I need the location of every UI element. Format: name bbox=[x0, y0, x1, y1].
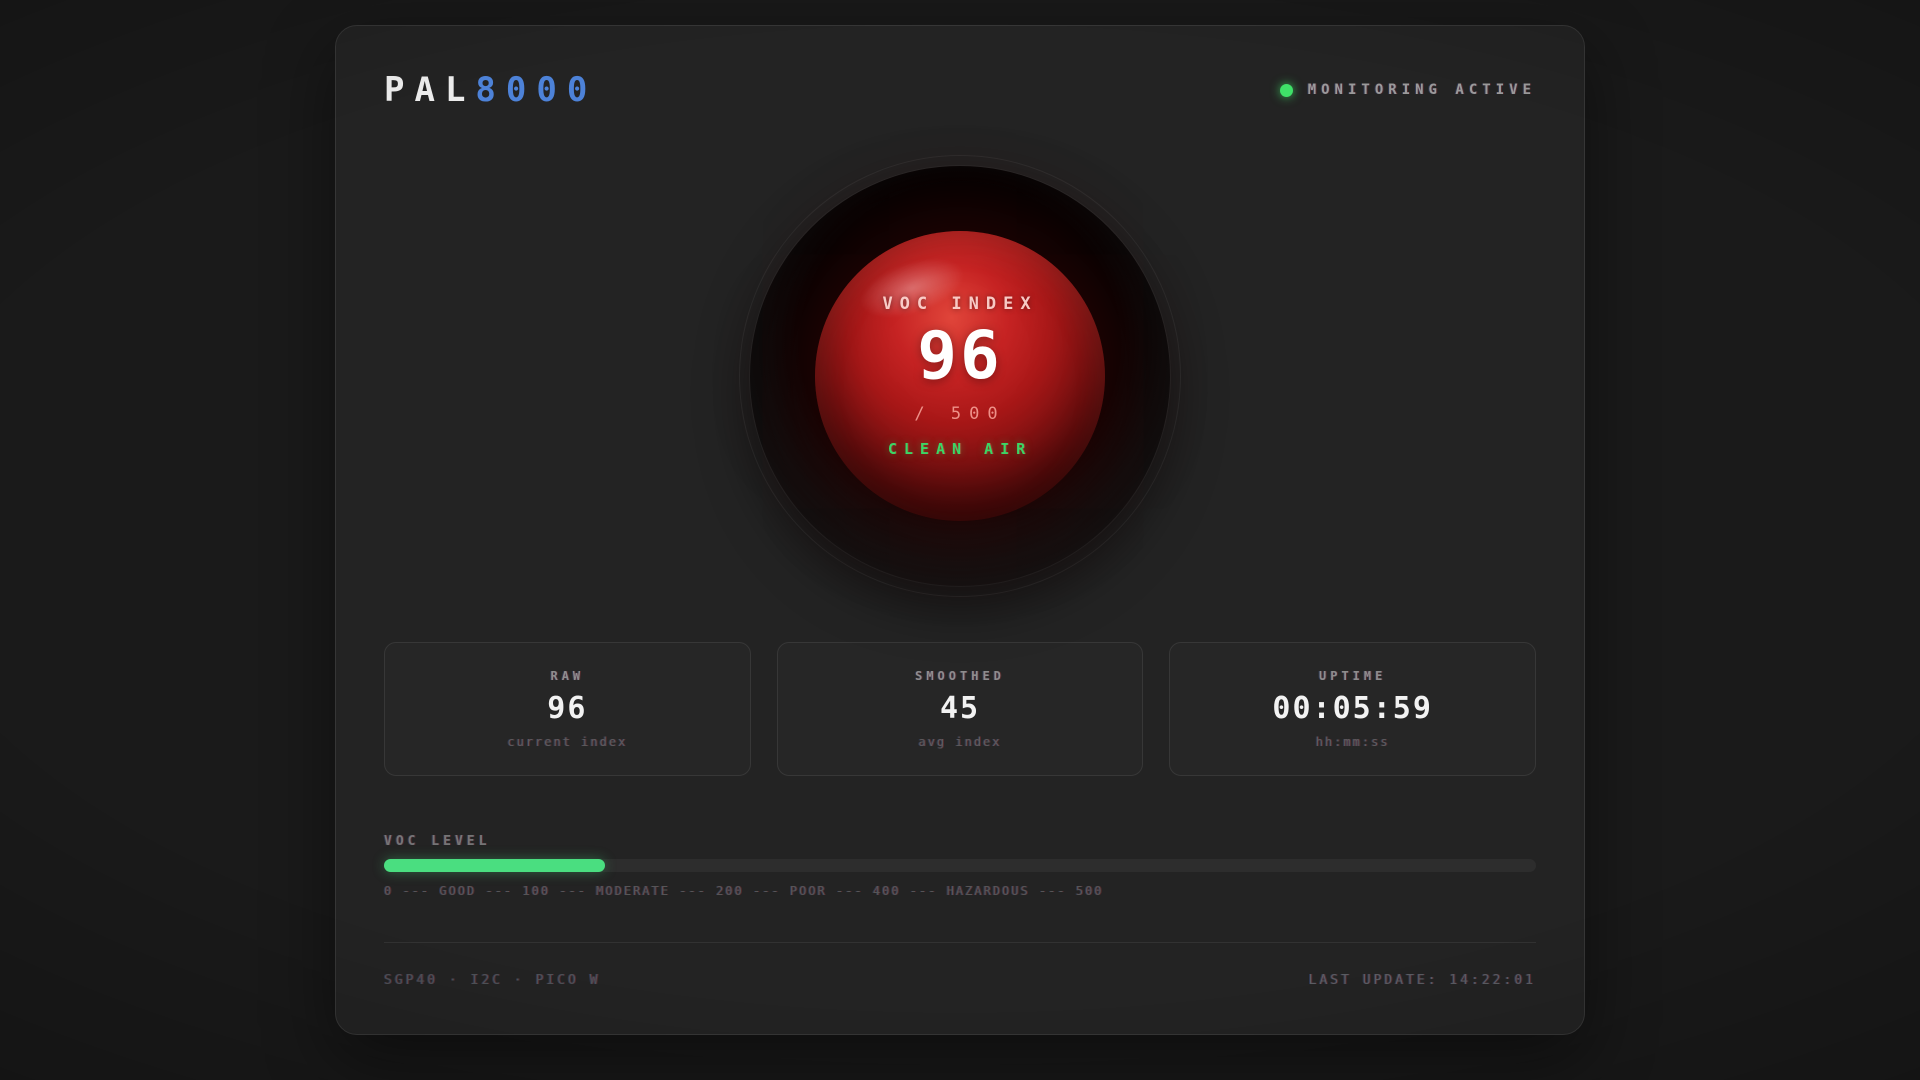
voc-index-label: VOC INDEX bbox=[882, 294, 1038, 314]
voc-scale: 0 --- GOOD --- 100 --- MODERATE --- 200 … bbox=[384, 884, 1104, 898]
eye-readout: VOC INDEX 96 / 500 CLEAN AIR bbox=[750, 166, 1170, 586]
stat-sub: hh:mm:ss bbox=[1315, 735, 1390, 749]
title-secondary: 8000 bbox=[475, 70, 598, 110]
sensor-info: SGP40 · I2C · PICO W bbox=[384, 973, 601, 988]
stat-card-uptime: UPTIME 00:05:59 hh:mm:ss bbox=[1169, 642, 1537, 776]
panel-footer: SGP40 · I2C · PICO W LAST UPDATE: 14:22:… bbox=[384, 942, 1536, 988]
stat-value: 96 bbox=[547, 691, 588, 726]
stat-sub: current index bbox=[507, 735, 628, 749]
stat-sub: avg index bbox=[918, 735, 1002, 749]
voc-gauge-track bbox=[384, 859, 1536, 872]
stat-card-raw: RAW 96 current index bbox=[384, 642, 751, 776]
title-primary: PAL bbox=[384, 70, 476, 110]
stats-row: RAW 96 current index SMOOTHED 45 avg ind… bbox=[384, 642, 1537, 776]
status-label: MONITORING ACTIVE bbox=[1307, 82, 1536, 98]
monitoring-status: MONITORING ACTIVE bbox=[1279, 82, 1536, 98]
hal-eye: VOC INDEX 96 / 500 CLEAN AIR bbox=[739, 155, 1181, 597]
stat-value: 00:05:59 bbox=[1272, 691, 1433, 726]
stat-card-smoothed: SMOOTHED 45 avg index bbox=[776, 642, 1144, 776]
stat-label: UPTIME bbox=[1319, 669, 1387, 683]
dashboard-panel: PAL8000 MONITORING ACTIVE VOC INDEX 96 /… bbox=[335, 25, 1585, 1035]
air-quality-status: CLEAN AIR bbox=[887, 440, 1033, 458]
stat-label: RAW bbox=[550, 669, 585, 683]
stat-value: 45 bbox=[939, 691, 981, 726]
voc-gauge: VOC LEVEL 0 --- GOOD --- 100 --- MODERAT… bbox=[384, 834, 1536, 898]
stat-label: SMOOTHED bbox=[915, 669, 1005, 683]
voc-gauge-fill bbox=[384, 859, 606, 872]
panel-header: PAL8000 MONITORING ACTIVE bbox=[384, 66, 1536, 114]
voc-index-max: / 500 bbox=[914, 404, 1006, 424]
last-update: LAST UPDATE: 14:22:01 bbox=[1308, 973, 1536, 988]
app-title: PAL8000 bbox=[384, 70, 597, 110]
voc-index-value: 96 bbox=[917, 317, 1003, 394]
voc-level-label: VOC LEVEL bbox=[384, 834, 491, 849]
status-dot-icon bbox=[1279, 83, 1293, 97]
